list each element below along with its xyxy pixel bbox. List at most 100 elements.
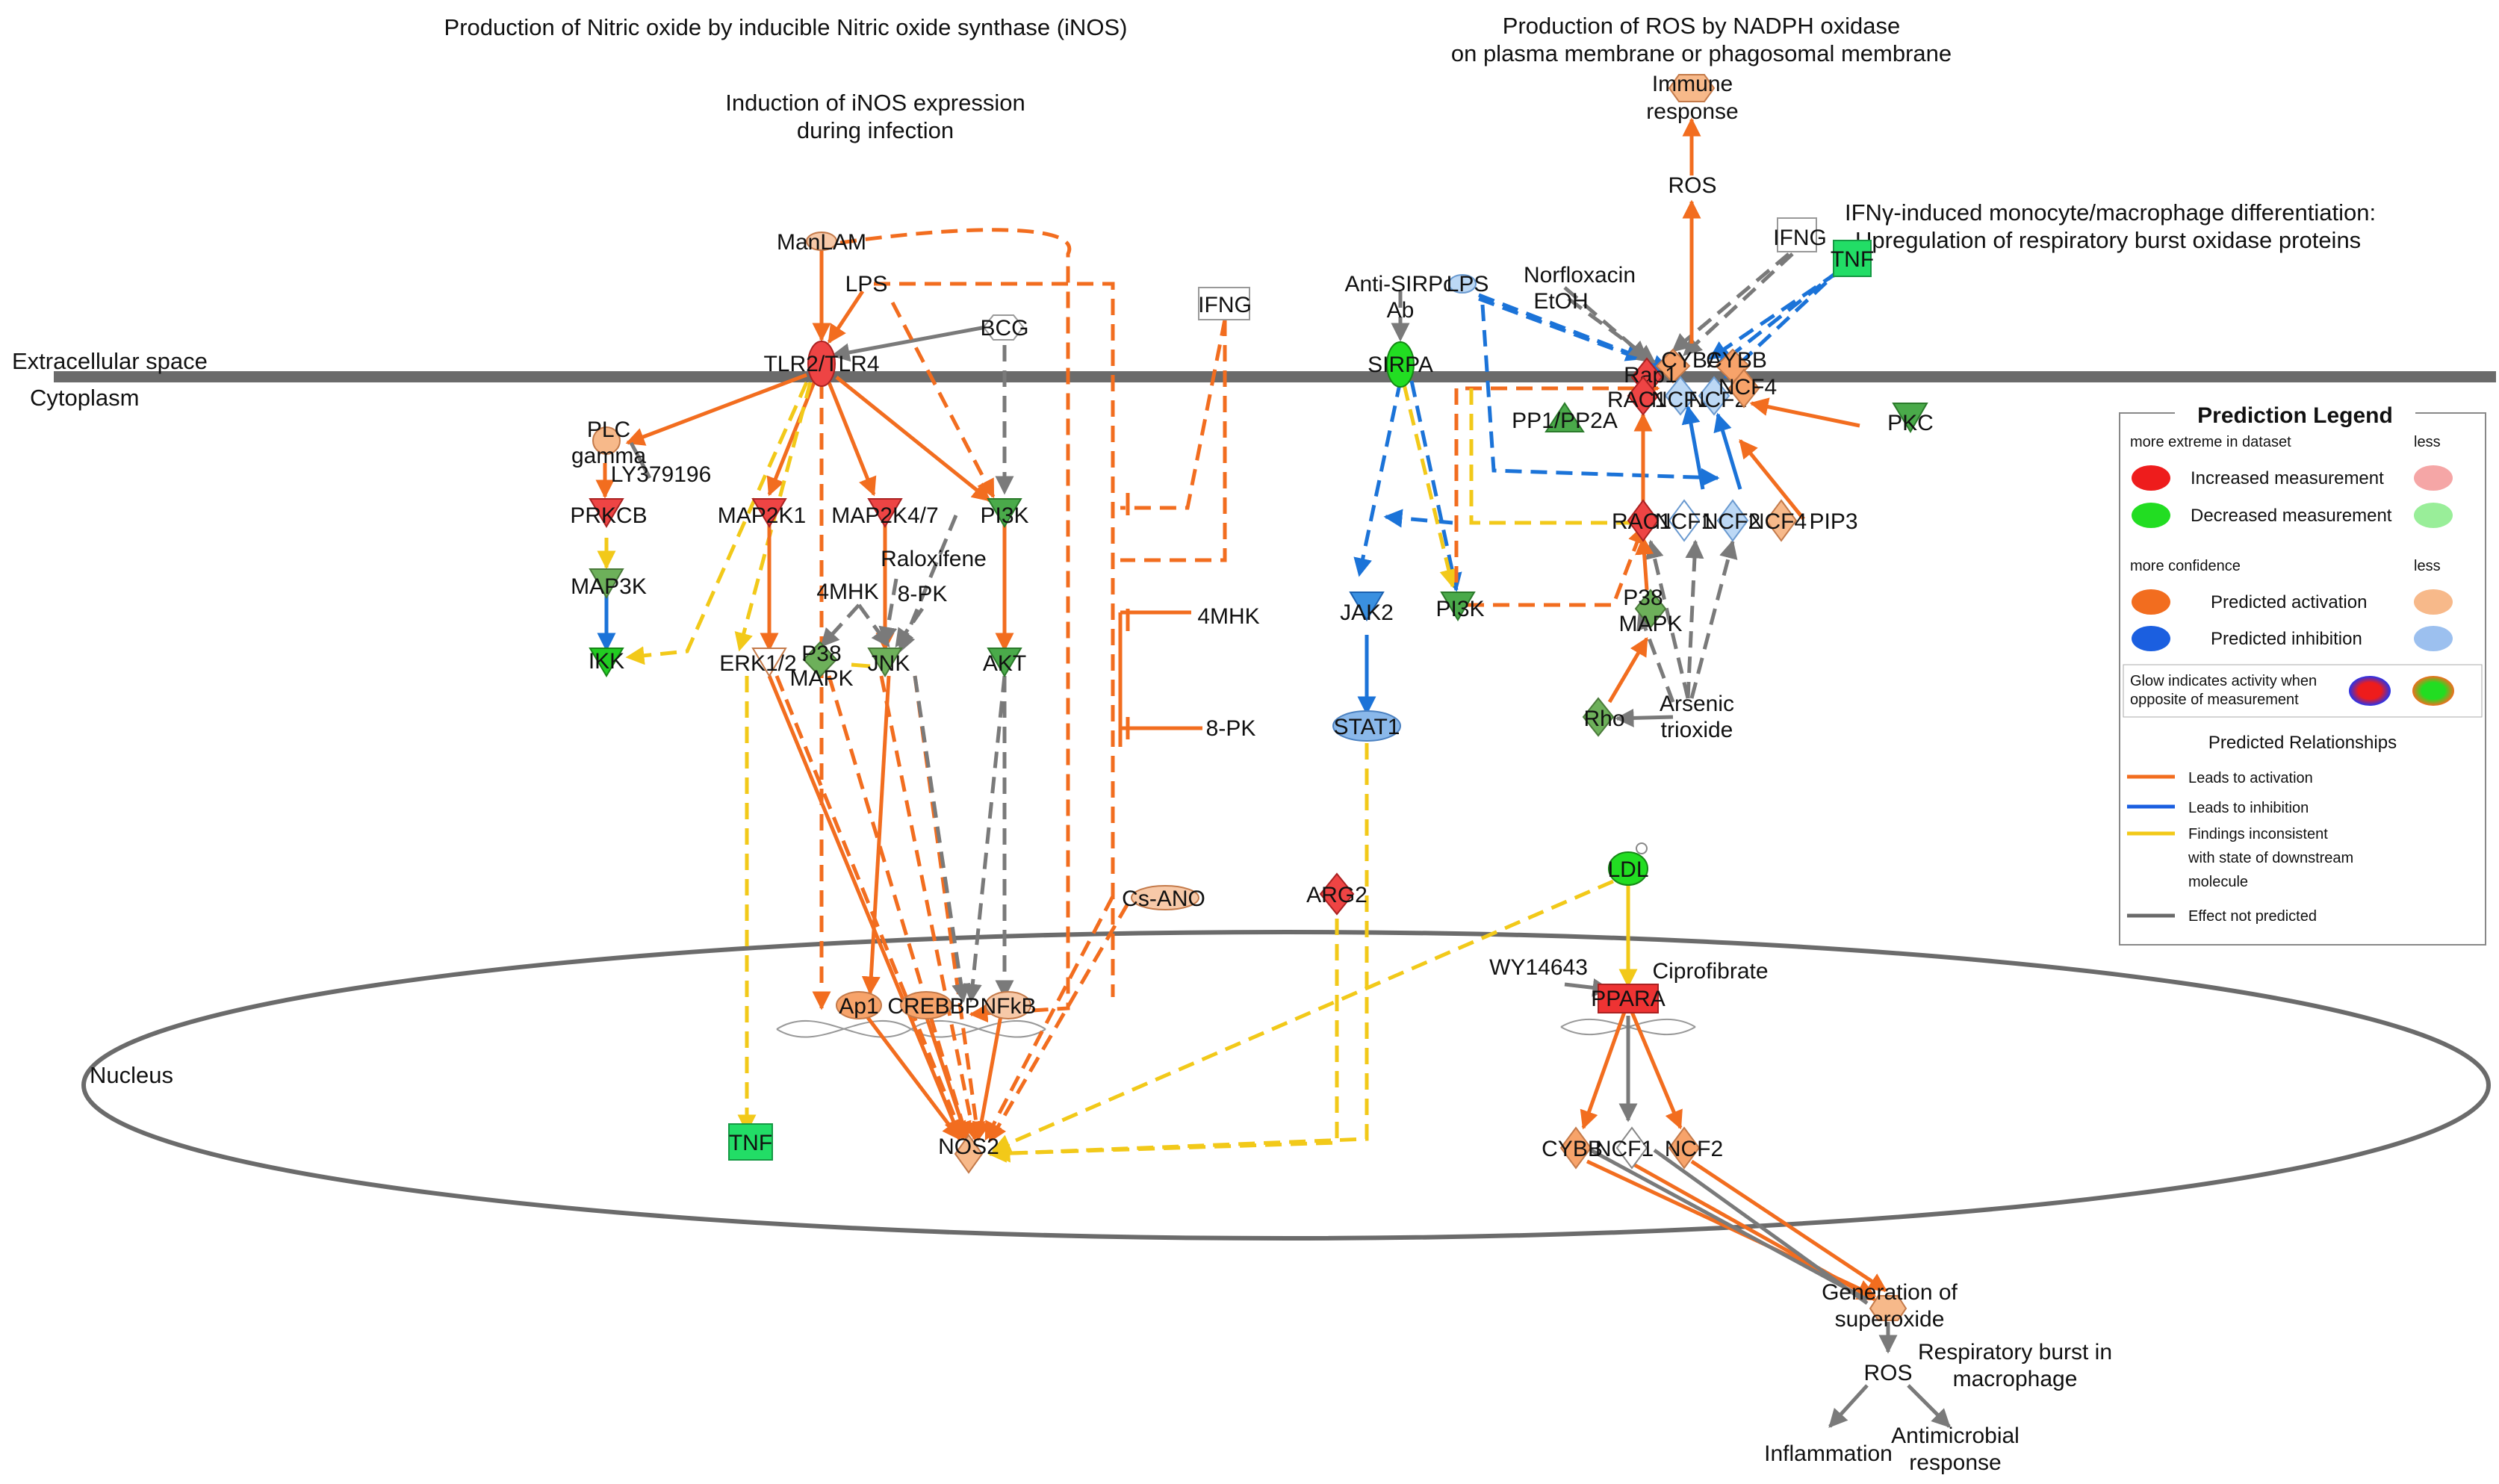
node-ly379196[interactable]: LY379196 xyxy=(611,462,712,487)
node-nfkb[interactable]: NFkB xyxy=(981,991,1037,1019)
node-map2k47[interactable]: MAP2K4/7 xyxy=(831,498,939,528)
plasma-membrane xyxy=(54,371,2496,382)
prediction-legend: Prediction Legend more extreme in datase… xyxy=(2119,402,2486,946)
node-arg2[interactable]: ARG2 xyxy=(1306,872,1368,916)
node-ldl[interactable]: LDL xyxy=(1607,842,1649,886)
node-ciprofibrate[interactable]: Ciprofibrate xyxy=(1652,959,1768,984)
node-tnf-left[interactable]: TNF xyxy=(728,1123,773,1161)
title-induction-line2: during infection xyxy=(797,117,954,143)
node-ncf4-mid[interactable]: NCF4 xyxy=(1748,499,1807,542)
svg-text:JAK2: JAK2 xyxy=(1340,600,1394,625)
svg-text:PLC: PLC xyxy=(587,417,630,442)
node-prkcb[interactable]: PRKCB xyxy=(570,498,648,528)
node-rho[interactable]: Rho xyxy=(1582,697,1625,737)
node-cybb-bottom[interactable]: CYBB xyxy=(1542,1126,1603,1170)
svg-text:PP1/PP2A: PP1/PP2A xyxy=(1512,409,1618,433)
node-ppara[interactable]: PPARA xyxy=(1591,984,1666,1013)
node-norfloxacin-etoh[interactable]: Norfloxacin EtOH xyxy=(1524,263,1636,314)
node-jnk[interactable]: JNK xyxy=(867,648,910,677)
svg-text:STAT1: STAT1 xyxy=(1334,715,1400,739)
svg-text:Anti-SIRPα: Anti-SIRPα xyxy=(1344,272,1456,297)
svg-text:opposite of measurement: opposite of measurement xyxy=(2130,692,2299,708)
node-ros-bottom[interactable]: ROS xyxy=(1863,1361,1912,1385)
node-anti-sirpa-ab[interactable]: Anti-SIRPα Ab xyxy=(1344,272,1456,323)
node-pi3k-right[interactable]: PI3K xyxy=(1435,592,1485,621)
node-tnf-right[interactable]: TNF xyxy=(1831,240,1874,277)
svg-text:Leads to activation: Leads to activation xyxy=(2188,770,2313,786)
node-pi3k-left[interactable]: PI3K xyxy=(980,498,1029,528)
node-ncf1-top[interactable]: NCF1 xyxy=(1651,376,1710,416)
svg-text:Leads to inhibition: Leads to inhibition xyxy=(2188,800,2309,816)
svg-text:TNF: TNF xyxy=(729,1131,772,1155)
node-sirpa[interactable]: SIRPA xyxy=(1368,341,1433,388)
svg-text:PRKCB: PRKCB xyxy=(570,503,647,528)
svg-text:Predicted activation: Predicted activation xyxy=(2211,592,2367,612)
svg-text:CYBA: CYBA xyxy=(1661,348,1722,373)
node-pip3[interactable]: PIP3 xyxy=(1809,509,1857,534)
svg-text:PI3K: PI3K xyxy=(980,503,1028,528)
node-lps-left[interactable]: LPS xyxy=(845,272,888,297)
node-erk12[interactable]: ERK1/2 xyxy=(719,648,797,677)
svg-text:NCF4: NCF4 xyxy=(1748,509,1807,534)
node-p38-mapk-left[interactable]: P38 MAPK xyxy=(789,641,854,691)
node-rap1[interactable]: Rap1 xyxy=(1624,357,1677,397)
node-4mhk-outer[interactable]: 4MHK xyxy=(1197,604,1259,629)
title-ros-line1: Production of ROS by NADPH oxidase xyxy=(1503,13,1900,39)
node-map2k1[interactable]: MAP2K1 xyxy=(718,498,806,528)
node-map3k[interactable]: MAP3K xyxy=(571,568,647,599)
node-wy14643[interactable]: WY14643 xyxy=(1489,955,1588,980)
svg-text:Norfloxacin: Norfloxacin xyxy=(1524,263,1636,288)
node-ap1[interactable]: Ap1 xyxy=(836,991,882,1019)
node-bcg[interactable]: BCG xyxy=(980,314,1029,341)
node-crebbp[interactable]: CREBBP xyxy=(887,991,980,1019)
node-ifng-right[interactable]: IFNG xyxy=(1773,217,1827,252)
label-extracellular-space: Extracellular space xyxy=(12,348,208,374)
node-rac1-top[interactable]: RAC1 xyxy=(1607,376,1667,416)
node-akt[interactable]: AKT xyxy=(983,648,1026,677)
node-ncf2-mid[interactable]: NCF2 xyxy=(1702,499,1760,542)
node-cs-ano[interactable]: Cs-ANO xyxy=(1122,885,1205,911)
node-ros-top[interactable]: ROS xyxy=(1668,173,1716,198)
node-manlam[interactable]: ManLAM xyxy=(777,230,866,255)
node-ifng-left[interactable]: IFNG xyxy=(1198,287,1252,320)
node-ikk[interactable]: IKK xyxy=(589,648,624,677)
node-ncf1-mid[interactable]: NCF1 xyxy=(1655,499,1713,542)
svg-text:Predicted inhibition: Predicted inhibition xyxy=(2211,629,2362,649)
edges-left xyxy=(595,228,1227,1143)
svg-text:Inflammation: Inflammation xyxy=(1764,1441,1893,1466)
node-8pk-outer[interactable]: 8-PK xyxy=(1206,716,1256,741)
node-respiratory-burst[interactable]: Respiratory burst in macrophage xyxy=(1918,1340,2112,1391)
node-pp1-pp2a[interactable]: PP1/PP2A xyxy=(1512,402,1618,433)
node-antimicrobial-response[interactable]: Antimicrobial response xyxy=(1891,1424,2020,1475)
node-cyba[interactable]: CYBA xyxy=(1655,348,1722,384)
node-immune-response[interactable]: Immune response xyxy=(1646,72,1738,124)
svg-text:IFNG: IFNG xyxy=(1198,293,1252,317)
title-ifng-line2: Upregulation of respiratory burst oxidas… xyxy=(1855,227,2361,253)
node-generation-of-superoxide[interactable]: Generation of superoxide xyxy=(1822,1280,1958,1332)
svg-text:AKT: AKT xyxy=(983,651,1026,676)
svg-text:Findings inconsistent: Findings inconsistent xyxy=(2188,826,2328,842)
svg-text:Ap1: Ap1 xyxy=(839,994,878,1019)
svg-text:Decreased measurement: Decreased measurement xyxy=(2191,506,2392,526)
node-stat1[interactable]: STAT1 xyxy=(1332,710,1401,742)
node-raloxifene[interactable]: Raloxifene xyxy=(881,547,987,571)
node-8pk-inner[interactable]: 8-PK xyxy=(898,582,948,606)
svg-text:Raloxifene: Raloxifene xyxy=(881,547,987,571)
node-lps-right[interactable]: LPS xyxy=(1447,272,1489,297)
node-nos2[interactable]: NOS2 xyxy=(938,1134,999,1174)
node-4mhk-inner[interactable]: 4MHK xyxy=(816,580,878,604)
node-arsenic-trioxide[interactable]: Arsenic trioxide xyxy=(1660,692,1734,742)
legend-glow-red-blue xyxy=(2349,676,2391,706)
node-ncf1-bottom[interactable]: NCF1 xyxy=(1595,1126,1654,1170)
node-pkc[interactable]: PKC xyxy=(1887,403,1934,435)
nucleus-membrane xyxy=(81,930,2491,1241)
node-ncf2-bottom[interactable]: NCF2 xyxy=(1665,1126,1723,1170)
node-plc-gamma[interactable]: PLC gamma xyxy=(571,417,646,468)
node-inflammation[interactable]: Inflammation xyxy=(1764,1441,1893,1466)
node-jak2[interactable]: JAK2 xyxy=(1340,592,1394,625)
node-rac1-mid[interactable]: RAC1 xyxy=(1612,499,1671,542)
node-tlr2-tlr4[interactable]: TLR2/TLR4 xyxy=(763,341,880,387)
node-ncf4-top[interactable]: NCF4 xyxy=(1719,368,1777,409)
svg-text:ERK1/2: ERK1/2 xyxy=(719,651,796,676)
node-p38-mapk-right[interactable]: P38 MAPK xyxy=(1618,586,1682,636)
